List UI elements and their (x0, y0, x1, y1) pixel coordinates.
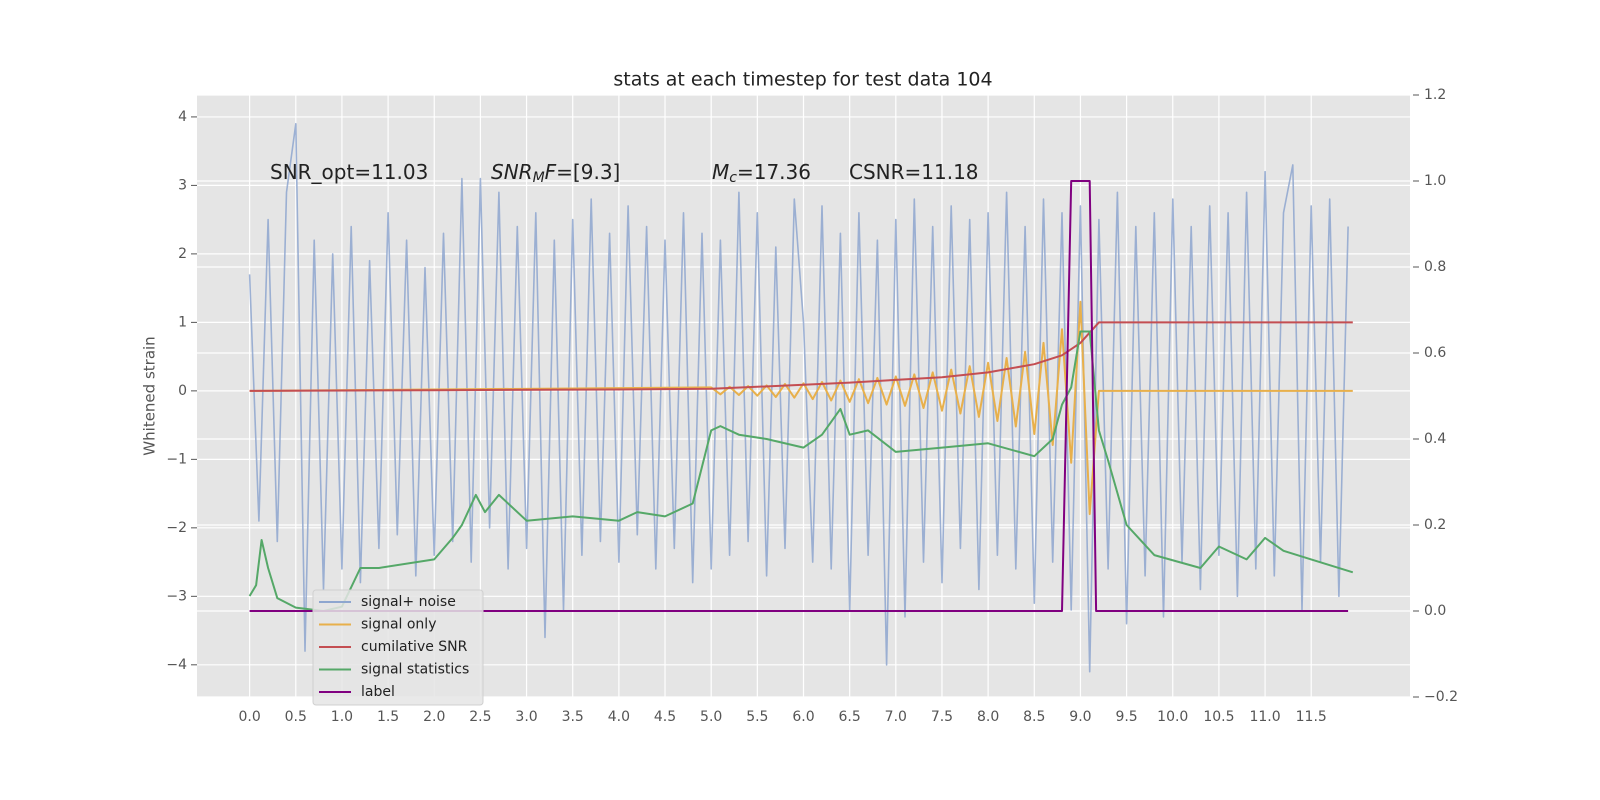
legend-label: label (361, 684, 395, 700)
series-line (248, 330, 1354, 612)
x-tick-label: 3.5 (562, 709, 584, 725)
annotation: SNR_opt=11.03 (270, 160, 428, 184)
y-tick-label: −3 (166, 588, 187, 604)
x-tick-label: 7.0 (885, 709, 907, 725)
series-line (249, 321, 1353, 392)
annotation-part: M (712, 160, 729, 184)
x-tick-label: 10.5 (1203, 709, 1234, 725)
series-line (249, 300, 1353, 516)
x-tick-label: 8.5 (1023, 709, 1045, 725)
annotation-part: c (729, 170, 737, 186)
legend-label: signal statistics (361, 662, 469, 678)
y-axis-label: Whitened strain (141, 336, 159, 455)
x-tick-label: 1.5 (377, 709, 399, 725)
x-tick-label: 7.5 (931, 709, 953, 725)
y-tick-label: −2 (166, 520, 187, 536)
x-tick-label: 0.5 (285, 709, 307, 725)
chart-title: stats at each timestep for test data 104 (613, 69, 992, 91)
x-tick-label: 6.0 (792, 709, 814, 725)
annotation-part: SNR (491, 160, 533, 184)
legend-box (312, 589, 484, 706)
y2-tick-label: 0.2 (1424, 517, 1446, 533)
x-tick-label: 9.5 (1115, 709, 1137, 725)
y2-tick-label: 0.8 (1424, 259, 1446, 275)
legend-label: signal+ noise (361, 594, 456, 610)
y2-tick-label: 0.0 (1424, 603, 1446, 619)
x-tick-label: 6.5 (839, 709, 861, 725)
x-tick-label: 4.5 (654, 709, 676, 725)
x-tick-label: 5.5 (746, 709, 768, 725)
x-tick-label: 11.0 (1249, 709, 1280, 725)
annotation: Mc=17.36 (712, 160, 811, 187)
y-tick-label: −1 (166, 451, 187, 467)
annotation-part: M (533, 170, 545, 186)
x-tick-label: 2.5 (469, 709, 491, 725)
y2-tick-label: −0.2 (1424, 689, 1458, 705)
y-tick-label: 3 (178, 177, 187, 193)
x-tick-label: 4.0 (608, 709, 630, 725)
annotation-part: F (545, 160, 557, 184)
y2-tick-label: 1.0 (1424, 173, 1446, 189)
y-tick-label: 1 (178, 314, 187, 330)
x-tick-label: 8.0 (977, 709, 999, 725)
y2-tick-label: 0.4 (1424, 431, 1446, 447)
x-tick-label: 3.0 (515, 709, 537, 725)
legend-label: signal only (361, 617, 436, 633)
annotation-part: CSNR=11.18 (849, 160, 979, 184)
annotation-part: SNR_opt=11.03 (270, 160, 428, 184)
y-tick-label: −4 (166, 657, 187, 673)
annotation: CSNR=11.18 (849, 160, 979, 184)
y2-tick-label: 1.2 (1424, 87, 1446, 103)
annotation: SNRMF=[9.3] (491, 160, 620, 187)
annotation-part: =17.36 (737, 160, 811, 184)
series-line (248, 123, 1349, 673)
y-tick-label: 4 (178, 109, 187, 125)
x-tick-label: 2.0 (423, 709, 445, 725)
x-tick-label: 9.0 (1069, 709, 1091, 725)
x-tick-label: 1.0 (331, 709, 353, 725)
legend-label: cumilative SNR (361, 639, 468, 655)
y-tick-label: 2 (178, 246, 187, 262)
annotation-part: =[9.3] (556, 160, 620, 184)
x-tick-label: 5.0 (700, 709, 722, 725)
y2-tick-label: 0.6 (1424, 345, 1446, 361)
series-line (249, 180, 1349, 612)
x-tick-label: 0.0 (238, 709, 260, 725)
y-tick-label: 0 (178, 383, 187, 399)
x-tick-label: 11.5 (1296, 709, 1327, 725)
x-tick-label: 10.0 (1157, 709, 1188, 725)
